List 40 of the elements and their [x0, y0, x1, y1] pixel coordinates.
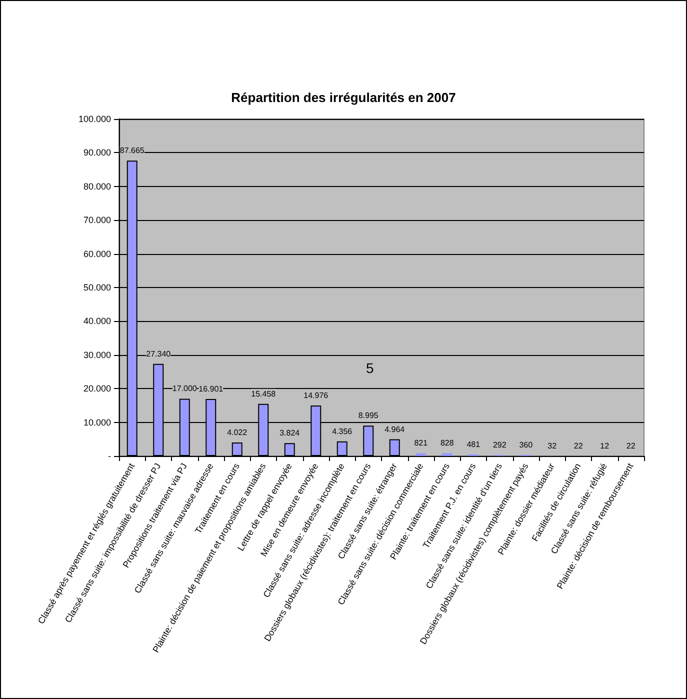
y-tick-label: 50.000 [83, 282, 111, 292]
data-label: 14.976 [304, 391, 329, 400]
data-label: 828 [440, 438, 454, 448]
data-label: 481 [466, 440, 481, 449]
y-tick-label: 80.000 [83, 181, 111, 192]
y-tick-label: 70.000 [83, 215, 111, 226]
annotation: 5 [366, 360, 374, 376]
data-label: 360 [519, 440, 534, 450]
data-label: 3.824 [280, 428, 300, 438]
bar [336, 441, 348, 456]
data-label: 27.340 [146, 349, 172, 358]
bar [232, 442, 242, 456]
y-tick-label: - [108, 451, 111, 461]
data-label: 4.964 [384, 424, 406, 434]
y-tick-label: 40.000 [83, 316, 111, 326]
data-label: 821 [414, 438, 428, 448]
y-tick-label: 100.000 [78, 114, 111, 124]
chart-title: Répartition des irrégularités en 2007 [231, 90, 456, 105]
bar [284, 443, 295, 456]
data-label: 4.022 [227, 428, 248, 437]
y-tick-label: 30.000 [83, 350, 111, 360]
bar [389, 439, 400, 456]
y-tick-label: 10.000 [83, 417, 111, 428]
data-label: 16.901 [198, 384, 224, 394]
bar [416, 453, 426, 456]
y-tick-label: 60.000 [83, 248, 111, 259]
data-label: 15.458 [251, 389, 276, 398]
y-tick-label: 20.000 [83, 384, 111, 394]
bar [363, 426, 374, 456]
data-label: 17.000 [172, 384, 198, 394]
data-label: 22 [574, 441, 584, 450]
data-label: 292 [492, 440, 507, 450]
data-label: 4.356 [332, 426, 353, 436]
data-label: 8.995 [358, 411, 379, 420]
bar [442, 453, 452, 456]
data-label: 32 [548, 441, 558, 450]
data-label: 12 [600, 441, 610, 450]
data-label: 22 [626, 441, 636, 450]
y-tick-label: 90.000 [83, 148, 111, 158]
data-label: 87.665 [120, 146, 145, 156]
